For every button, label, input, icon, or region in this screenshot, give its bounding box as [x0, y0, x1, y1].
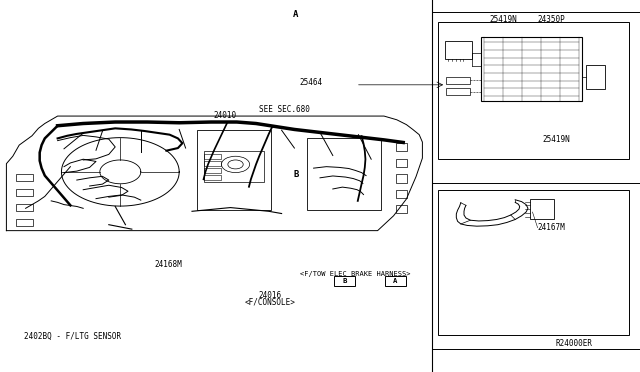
Bar	[396, 190, 407, 198]
Bar	[16, 204, 33, 211]
Text: B: B	[293, 170, 298, 179]
Bar	[438, 190, 629, 335]
Text: 24168M: 24168M	[154, 260, 182, 269]
Bar	[445, 41, 472, 59]
Bar	[204, 151, 264, 182]
Text: 24350P: 24350P	[538, 15, 565, 24]
Bar	[481, 37, 582, 101]
Text: 25419N: 25419N	[489, 15, 516, 24]
Bar	[446, 88, 470, 95]
Text: R24000ER: R24000ER	[556, 339, 593, 348]
Bar	[530, 199, 554, 219]
Text: 25464: 25464	[300, 78, 323, 87]
Text: 2402BQ - F/LTG SENSOR: 2402BQ - F/LTG SENSOR	[24, 332, 122, 341]
Bar	[396, 143, 407, 151]
Text: 24016: 24016	[259, 291, 282, 299]
Bar	[16, 189, 33, 196]
Text: <F/CONSOLE>: <F/CONSOLE>	[244, 297, 296, 306]
Bar	[334, 276, 355, 286]
Text: 24010: 24010	[214, 111, 237, 120]
Bar	[438, 22, 629, 159]
Bar	[197, 130, 271, 210]
Text: 25419N: 25419N	[542, 135, 570, 144]
Bar	[385, 276, 406, 286]
Bar	[307, 138, 381, 210]
Text: A: A	[394, 278, 397, 284]
Text: SEE SEC.680: SEE SEC.680	[259, 105, 310, 113]
Bar	[446, 77, 470, 84]
Text: A: A	[293, 10, 298, 19]
Bar	[396, 174, 407, 183]
Bar	[16, 219, 33, 226]
Bar	[586, 65, 605, 89]
Bar	[204, 161, 221, 166]
Text: B: B	[342, 278, 346, 284]
Bar	[396, 205, 407, 213]
Bar	[396, 159, 407, 167]
Text: <F/TOW ELEC BRAKE HARNESS>: <F/TOW ELEC BRAKE HARNESS>	[300, 271, 410, 277]
Bar	[204, 168, 221, 173]
Bar	[16, 174, 33, 181]
Bar	[204, 154, 221, 159]
Text: 24167M: 24167M	[538, 223, 565, 232]
Bar	[204, 175, 221, 180]
